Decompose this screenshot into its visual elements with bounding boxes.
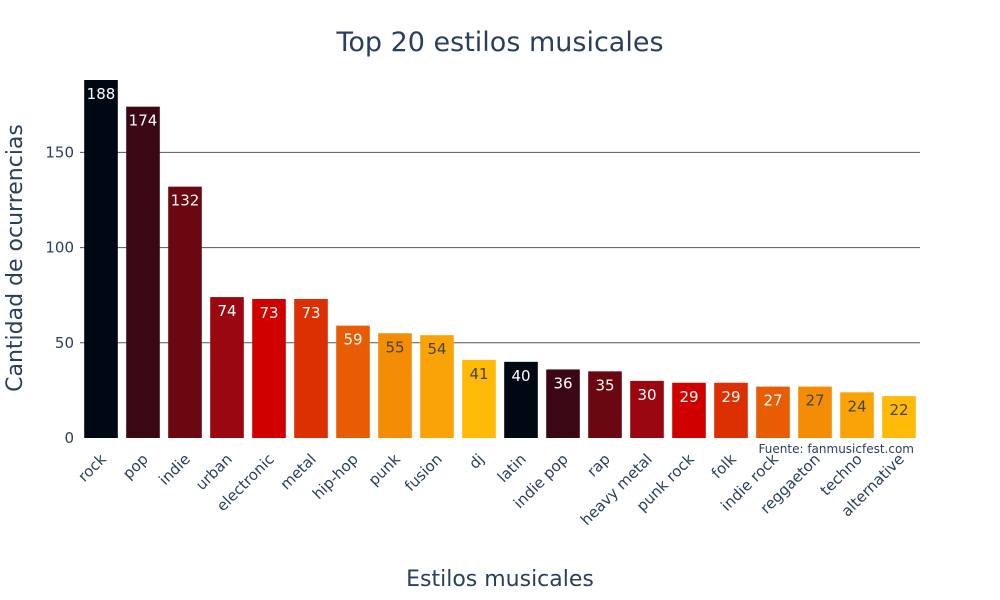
x-tick-label: rap	[584, 450, 614, 480]
bar	[714, 382, 748, 438]
bar	[672, 382, 706, 438]
y-tick-label: 0	[64, 429, 74, 447]
bar	[546, 369, 580, 438]
bar-value-label: 29	[679, 388, 698, 406]
bar	[462, 359, 496, 438]
bar	[798, 386, 832, 438]
bars-layer	[84, 80, 916, 438]
x-tick-label: folk	[708, 450, 740, 482]
bar	[588, 371, 622, 438]
bar-value-label: 29	[721, 388, 740, 406]
y-tick-label: 100	[45, 239, 74, 257]
y-tick-label: 150	[45, 143, 74, 161]
bar-labels-layer: 188 174 132 74 73 73 59 55 54 41 40 36 35 30 29 29 27 27 2…	[87, 85, 909, 419]
bar-value-label: 30	[637, 386, 656, 404]
y-axis-title: Cantidad de ocurrencias	[3, 124, 28, 392]
bar-value-label: 27	[805, 392, 824, 410]
bar	[420, 335, 454, 438]
x-axis-title: Estilos musicales	[406, 567, 594, 592]
bar	[378, 333, 412, 438]
bar	[294, 298, 328, 438]
x-tick-label: dj	[465, 450, 487, 472]
x-tick-label: pop	[119, 450, 152, 483]
bar	[252, 298, 286, 438]
x-tick-label: latin	[494, 450, 530, 486]
bar	[882, 396, 916, 438]
bar	[504, 361, 538, 438]
bar	[168, 186, 202, 438]
grid-layer	[80, 151, 920, 344]
bar-value-label: 41	[469, 365, 488, 383]
bar	[756, 386, 790, 438]
bar-value-label: 59	[343, 331, 362, 349]
y-axis-ticks: 0 50 100 150	[45, 143, 74, 447]
bar-value-label: 22	[889, 401, 908, 419]
bar	[336, 325, 370, 438]
bar	[630, 380, 664, 438]
bar-value-label: 40	[511, 367, 530, 385]
x-tick-label: indie	[155, 450, 194, 489]
x-tick-label: rock	[75, 450, 111, 486]
x-tick-label: hip-hop	[309, 450, 362, 503]
bar-value-label: 132	[171, 192, 200, 210]
source-annotation: Fuente: fanmusicfest.com	[759, 442, 914, 456]
x-tick-label: fusion	[401, 450, 446, 495]
bar-value-label: 54	[427, 340, 446, 358]
bar-value-label: 73	[259, 304, 278, 322]
bar-value-label: 74	[217, 302, 236, 320]
bar-value-label: 73	[301, 304, 320, 322]
bar-value-label: 35	[595, 376, 614, 394]
y-tick-label: 50	[55, 334, 74, 352]
bar	[210, 297, 244, 438]
bar	[840, 392, 874, 438]
bar-value-label: 27	[763, 392, 782, 410]
bar-value-label: 36	[553, 374, 572, 392]
bar-value-label: 174	[129, 112, 158, 130]
chart-title: Top 20 estilos musicales	[335, 27, 663, 58]
bar-value-label: 24	[847, 397, 866, 415]
x-tick-label: punk	[365, 450, 404, 489]
bar	[126, 106, 160, 438]
bar-value-label: 188	[87, 85, 116, 103]
bar-value-label: 55	[385, 338, 404, 356]
bar	[84, 80, 118, 438]
